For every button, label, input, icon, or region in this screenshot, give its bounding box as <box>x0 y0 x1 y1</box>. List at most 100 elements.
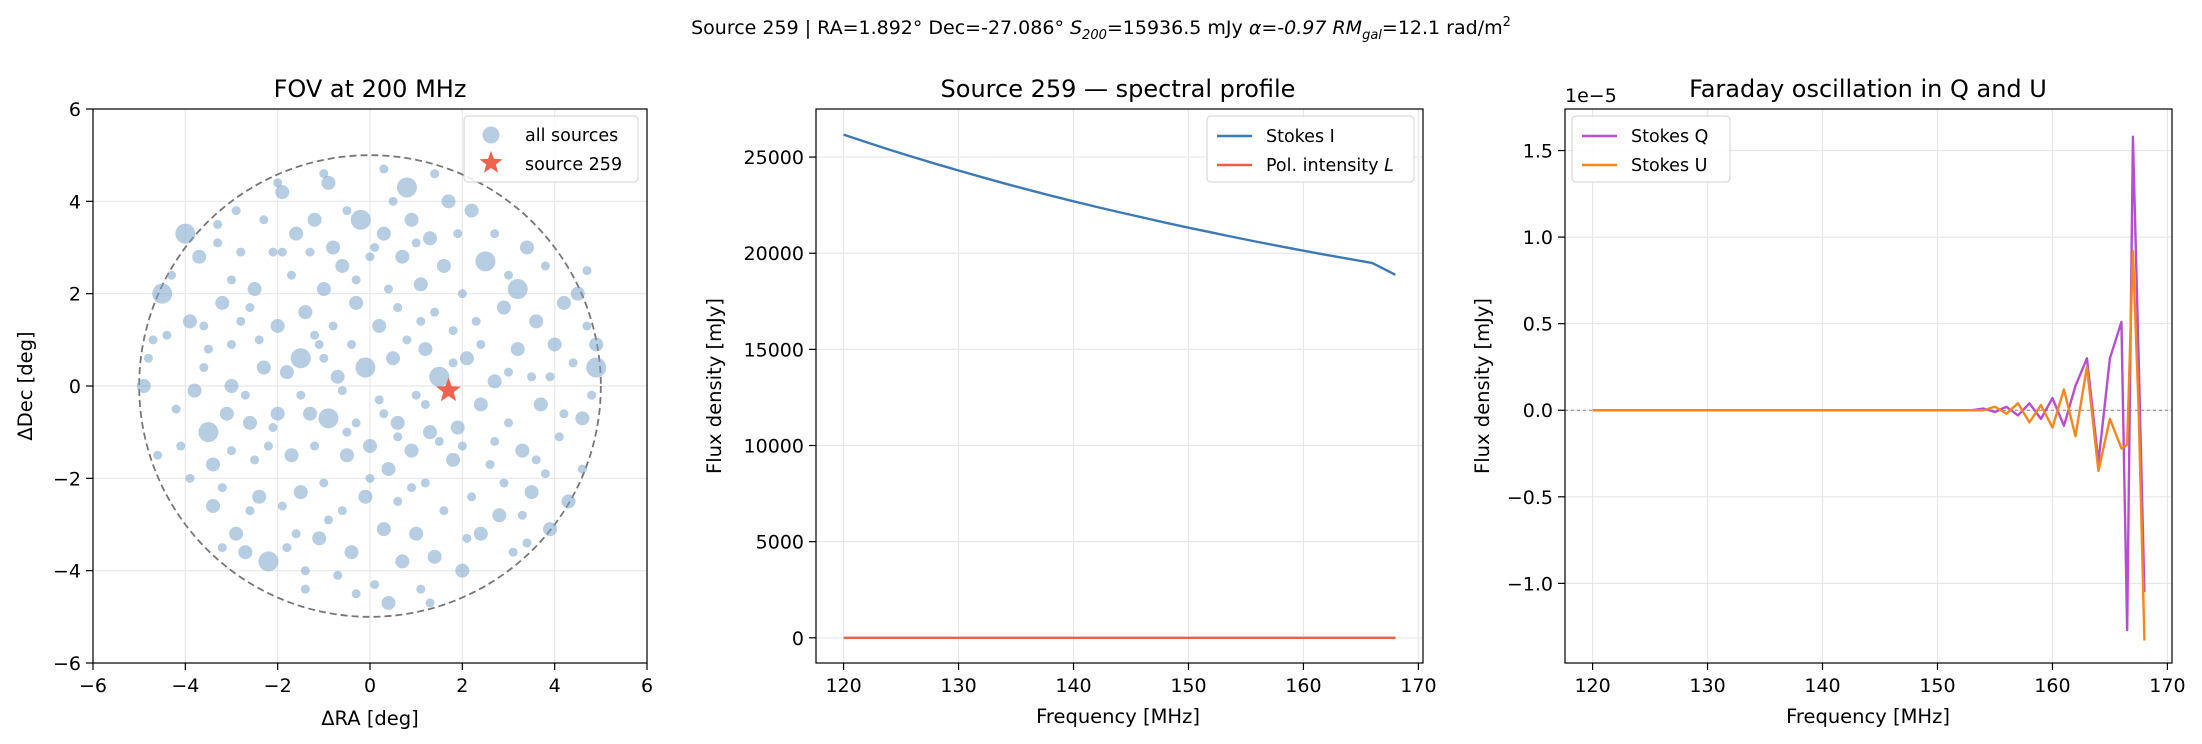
y-tick-label: 0 <box>69 376 81 398</box>
faraday-panel: Faraday oscillation in Q and U 1e−5 120 1… <box>1471 75 2186 728</box>
source-point <box>487 374 502 389</box>
spectral-panel: Source 259 — spectral profile 120 130 140 1… <box>703 75 1437 728</box>
faraday-panel-plot <box>1565 135 2172 641</box>
fov-panel-grid <box>92 108 648 664</box>
source-point <box>206 457 221 472</box>
x-tick-label: 150 <box>1170 675 1206 697</box>
source-point <box>363 439 377 454</box>
source-point <box>277 247 287 257</box>
x-tick-label: 120 <box>825 675 861 697</box>
source-point <box>475 251 496 272</box>
source-point <box>416 584 426 594</box>
source-point <box>213 238 223 248</box>
source-point <box>545 372 555 382</box>
source-point <box>533 397 548 412</box>
y-tick-label: 10000 <box>744 436 804 458</box>
source-point <box>247 282 262 297</box>
source-point <box>464 203 479 218</box>
x-tick-label: −2 <box>264 675 292 697</box>
source-point <box>182 314 197 329</box>
y-tick-label: 2 <box>69 284 81 306</box>
x-tick-label: 130 <box>940 675 976 697</box>
source-point <box>355 357 376 378</box>
source-point <box>383 284 393 294</box>
source-point <box>411 390 421 400</box>
source-point <box>293 485 308 500</box>
source-point <box>423 231 438 246</box>
source-point <box>185 473 195 483</box>
source-point <box>416 316 426 326</box>
source-point <box>148 335 158 345</box>
source-point <box>240 390 250 400</box>
suptitle-rm-superscript: 2 <box>1503 15 1511 30</box>
source-point <box>556 295 571 310</box>
source-point <box>268 247 278 257</box>
faraday-panel-frame <box>1564 108 2173 664</box>
legend-label-stokes-i: Stokes I <box>1266 127 1335 147</box>
source-point <box>316 282 331 297</box>
source-point <box>393 496 403 506</box>
source-point <box>250 455 260 465</box>
source-point <box>434 436 444 446</box>
spectral-panel-title: Source 259 — spectral profile <box>941 75 1296 103</box>
source-point <box>219 406 234 421</box>
source-point <box>441 194 456 209</box>
source-point <box>252 489 267 504</box>
source-point <box>203 344 213 354</box>
source-point <box>319 169 329 179</box>
source-point <box>349 295 364 310</box>
y-tick-label: −6 <box>53 653 81 675</box>
source-point <box>238 545 253 560</box>
source-point <box>386 351 401 366</box>
faraday-panel-ylabel: Flux density [mJy] <box>1471 298 1494 474</box>
source-point <box>467 492 477 502</box>
source-point <box>409 526 424 541</box>
source-point <box>519 240 534 255</box>
source-point <box>171 404 181 414</box>
faraday-panel-legend: Stokes Q Stokes U <box>1571 115 1731 183</box>
y-tick-label: 15000 <box>744 339 804 361</box>
y-tick-label: −1.0 <box>1507 573 1553 595</box>
source-point <box>153 450 163 460</box>
source-point <box>529 314 544 329</box>
spectral-panel-xlabel: Frequency [MHz] <box>1036 705 1200 728</box>
y-tick-label: 1.5 <box>1523 141 1553 163</box>
source-point <box>291 529 301 539</box>
spectral-legend-box <box>1206 115 1415 183</box>
source-point <box>540 261 550 271</box>
series-line-1 <box>1592 249 2146 641</box>
source-point <box>420 399 430 409</box>
source-point <box>143 353 153 363</box>
source-point <box>522 538 532 548</box>
source-point <box>312 531 327 546</box>
suptitle-s-symbol: S <box>1070 17 1082 39</box>
source-point <box>300 584 310 594</box>
source-point <box>485 459 495 469</box>
source-point <box>471 316 481 326</box>
source-point <box>358 489 373 504</box>
source-point <box>277 501 287 511</box>
spectral-panel-grid <box>816 109 1423 663</box>
y-tick-label: 5000 <box>756 532 804 554</box>
source-point <box>365 473 375 483</box>
source-point <box>457 289 467 299</box>
x-tick-label: 160 <box>1285 675 1321 697</box>
source-point <box>379 409 389 419</box>
y-tick-label: −0.5 <box>1507 487 1553 509</box>
source-point <box>296 390 306 400</box>
source-point <box>344 545 359 560</box>
source-point <box>462 533 472 543</box>
source-point <box>282 543 292 553</box>
source-point <box>393 303 403 313</box>
spectral-panel-frame <box>815 108 1424 664</box>
source-point <box>490 436 500 446</box>
source-point <box>577 464 587 474</box>
source-point <box>504 367 513 377</box>
source-point <box>531 455 541 465</box>
source-point <box>337 506 347 516</box>
source-point <box>199 321 209 331</box>
source-point <box>404 443 419 458</box>
source-point <box>307 212 322 227</box>
legend-label-source: source 259 <box>525 155 622 175</box>
